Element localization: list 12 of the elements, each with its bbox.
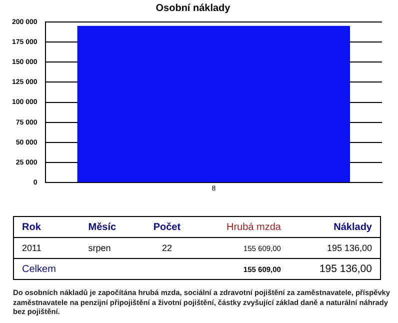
text: 195 136,00 xyxy=(288,258,380,280)
text: Celkem xyxy=(14,258,80,280)
text: 22 xyxy=(160,242,173,255)
text: Hrubá mzda xyxy=(196,216,289,238)
text: Náklady xyxy=(288,216,380,238)
text: Počet xyxy=(138,216,196,238)
text: Měsíc xyxy=(80,216,138,238)
text: 195 136,00 xyxy=(326,242,373,255)
text: Rok xyxy=(14,216,80,238)
chart-title: Osobní náklady xyxy=(156,2,231,14)
text: 2011 xyxy=(21,242,42,255)
text: srpen xyxy=(87,242,112,255)
